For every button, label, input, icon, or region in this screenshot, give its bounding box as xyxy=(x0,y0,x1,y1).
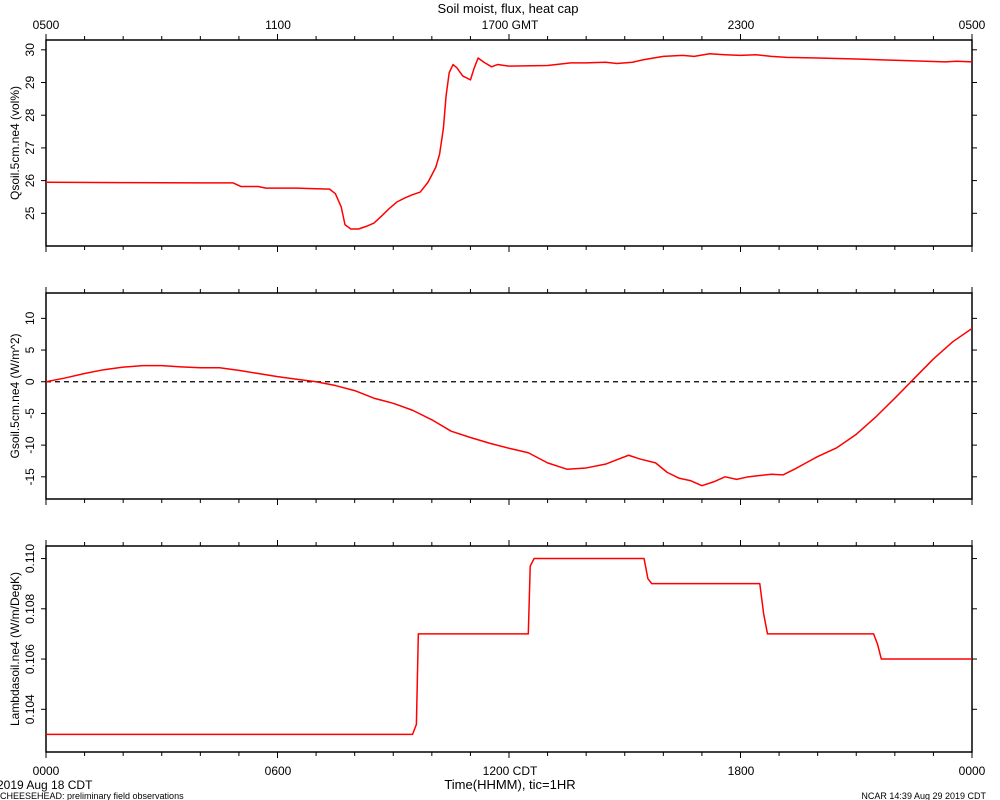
y-tick-label: 10 xyxy=(23,311,37,325)
credit-label: NCAR 14:39 Aug 29 2019 CDT xyxy=(861,791,986,800)
y-tick-label: 0.106 xyxy=(23,644,37,674)
y-tick-label: 25 xyxy=(23,206,37,220)
qsoil-series-line xyxy=(46,52,972,230)
bottom-tick-label: 0000 xyxy=(33,764,60,778)
y-tick-label: 5 xyxy=(23,346,37,353)
y-axis-label: Lambdasoil.ne4 (W/m/DegK) xyxy=(8,572,22,726)
bottom-tick-label: 1200 CDT xyxy=(483,764,538,778)
plot-frame xyxy=(45,39,973,247)
y-tick-label: -10 xyxy=(23,436,37,454)
date-label: 2019 Aug 18 CDT xyxy=(0,778,93,792)
project-label: CHEESEHEAD: preliminary field observatio… xyxy=(0,791,184,800)
y-tick-label: 30 xyxy=(23,43,37,57)
x-axis-title: Time(HHMM), tic=1HR xyxy=(444,777,575,792)
y-tick-label: 27 xyxy=(23,141,37,155)
y-tick-label: 29 xyxy=(23,76,37,90)
chart-title: Soil moist, flux, heat cap xyxy=(438,1,579,16)
bottom-tick-label: 0000 xyxy=(959,764,986,778)
top-tick-label: 1100 xyxy=(265,18,291,32)
y-tick-label: 0.104 xyxy=(23,694,37,724)
bottom-tick-label: 0600 xyxy=(265,764,292,778)
y-tick-label: 26 xyxy=(23,174,37,188)
top-tick-label: 0500 xyxy=(33,18,60,32)
plot-frame xyxy=(45,545,973,753)
bottom-tick-label: 1800 xyxy=(728,764,755,778)
qsoil-panel: 25 26 27 28 29 30 Qsoil.5cm.ne4 (vol%) xyxy=(8,34,977,252)
top-tick-label: 0500 xyxy=(959,18,986,32)
lambda-series-line xyxy=(46,557,972,736)
y-tick-label: -5 xyxy=(23,408,37,419)
y-tick-label: 0.108 xyxy=(23,593,37,623)
y-axis-label: Qsoil.5cm.ne4 (vol%) xyxy=(8,86,22,200)
plot-frame xyxy=(45,292,973,500)
top-time-axis: 0500 1100 1700 GMT 2300 0500 xyxy=(33,18,986,32)
y-tick-label: 0 xyxy=(23,378,37,385)
gsoil-series-line xyxy=(46,327,972,487)
y-tick-label: 0.110 xyxy=(23,544,37,573)
y-tick-label: -15 xyxy=(23,468,37,486)
top-tick-label: 1700 GMT xyxy=(482,18,539,32)
y-axis-label: Gsoil.5cm.ne4 (W/m^2) xyxy=(8,334,22,459)
bottom-time-axis: 0000 0600 1200 CDT 1800 0000 xyxy=(33,764,986,778)
top-tick-label: 2300 xyxy=(728,18,755,32)
y-tick-label: 28 xyxy=(23,108,37,122)
